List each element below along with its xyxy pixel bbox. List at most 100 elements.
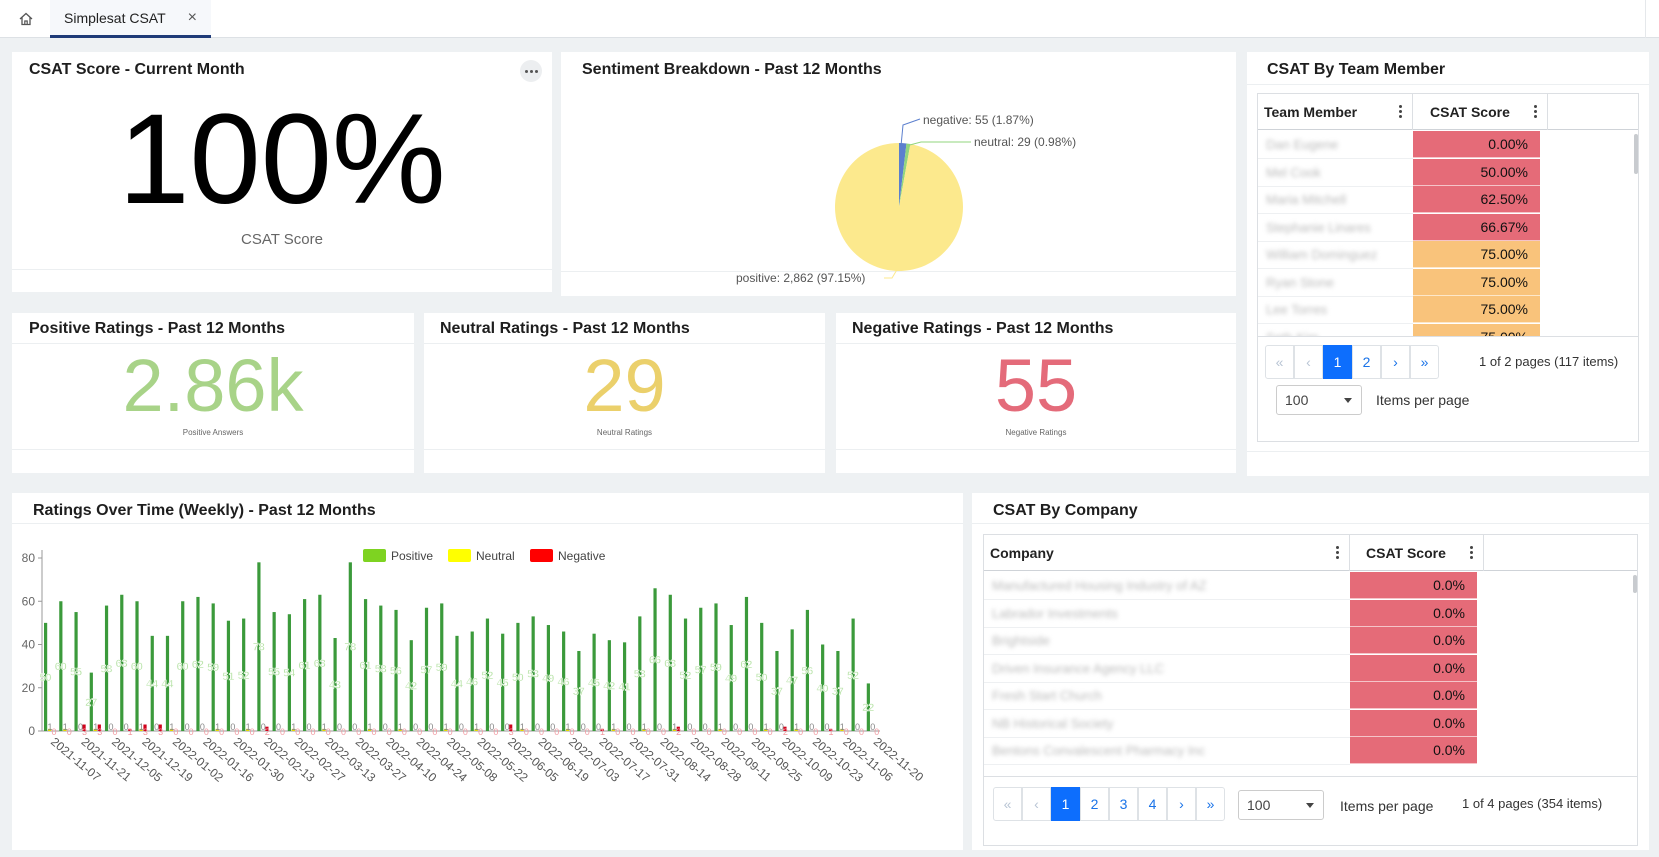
bar-positive[interactable] bbox=[104, 605, 109, 731]
bar-positive[interactable] bbox=[440, 603, 444, 731]
column-menu-icon[interactable] bbox=[1534, 105, 1537, 118]
bar-neutral[interactable] bbox=[840, 728, 844, 731]
bar-positive[interactable] bbox=[318, 594, 322, 731]
table-row[interactable]: Mel Cook 50.00% bbox=[1258, 158, 1634, 187]
table-row[interactable]: Manufactured Housing Industry of AZ 0.0% bbox=[984, 572, 1633, 600]
bar-neutral[interactable] bbox=[718, 728, 722, 731]
bar-positive[interactable] bbox=[211, 603, 215, 731]
tab-simplesat-csat[interactable]: Simplesat CSAT × bbox=[50, 0, 211, 38]
previous-page-button[interactable]: ‹ bbox=[1294, 345, 1323, 379]
bar-neutral[interactable] bbox=[672, 728, 676, 731]
bar-neutral[interactable] bbox=[764, 728, 768, 731]
positive-slice[interactable] bbox=[834, 143, 963, 271]
bar-positive[interactable] bbox=[760, 622, 764, 731]
page-1-button[interactable]: 1 bbox=[1051, 787, 1080, 821]
table-row[interactable]: Brightside 0.0% bbox=[984, 627, 1633, 655]
bar-neutral[interactable] bbox=[474, 728, 478, 731]
bar-positive[interactable] bbox=[257, 562, 261, 731]
table-row[interactable]: Maria Mitchell 62.50% bbox=[1258, 186, 1634, 214]
bar-negative[interactable] bbox=[158, 724, 162, 731]
bar-positive[interactable] bbox=[226, 620, 231, 731]
bar-positive[interactable] bbox=[714, 603, 718, 731]
bar-positive[interactable] bbox=[363, 599, 368, 731]
column-header-csat-score[interactable]: CSAT Score bbox=[1350, 535, 1484, 571]
tab-scroll-handle[interactable] bbox=[1645, 0, 1659, 38]
table-row[interactable]: Dan Eugene 0.00% bbox=[1258, 131, 1634, 159]
bar-negative[interactable] bbox=[82, 724, 86, 731]
bar-positive[interactable] bbox=[821, 644, 825, 732]
bar-positive[interactable] bbox=[546, 625, 550, 731]
bar-positive[interactable] bbox=[470, 631, 474, 731]
bar-positive[interactable] bbox=[699, 607, 703, 731]
bar-positive[interactable] bbox=[851, 618, 855, 731]
bar-neutral[interactable] bbox=[398, 728, 402, 731]
bar-neutral[interactable] bbox=[139, 728, 143, 731]
bar-neutral[interactable] bbox=[566, 728, 570, 731]
bar-positive[interactable] bbox=[866, 683, 870, 731]
bar-positive[interactable] bbox=[196, 596, 200, 731]
bar-positive[interactable] bbox=[607, 640, 611, 731]
bar-positive[interactable] bbox=[59, 601, 63, 731]
bar-positive[interactable] bbox=[409, 640, 413, 731]
column-menu-icon[interactable] bbox=[1336, 546, 1339, 559]
table-row[interactable]: William Dominguez 75.00% bbox=[1258, 241, 1634, 269]
bar-positive[interactable] bbox=[181, 601, 185, 731]
bar-positive[interactable] bbox=[668, 594, 672, 731]
bar-neutral[interactable] bbox=[291, 728, 295, 731]
bar-negative[interactable] bbox=[600, 728, 604, 731]
bar-positive[interactable] bbox=[653, 588, 657, 731]
items-per-page-select[interactable]: 100 bbox=[1276, 385, 1362, 415]
bar-positive[interactable] bbox=[394, 609, 398, 731]
page-3-button[interactable]: 3 bbox=[1109, 787, 1138, 821]
bar-positive[interactable] bbox=[592, 633, 596, 731]
bar-negative[interactable] bbox=[128, 728, 132, 731]
page-2-button[interactable]: 2 bbox=[1352, 345, 1381, 379]
bar-positive[interactable] bbox=[836, 650, 840, 731]
bar-negative[interactable] bbox=[676, 726, 680, 731]
bar-neutral[interactable] bbox=[215, 728, 219, 731]
bar-neutral[interactable] bbox=[322, 728, 326, 731]
bar-neutral[interactable] bbox=[63, 728, 67, 731]
bar-neutral[interactable] bbox=[246, 728, 250, 731]
bar-positive[interactable] bbox=[44, 622, 48, 731]
bar-positive[interactable] bbox=[577, 650, 581, 731]
bar-positive[interactable] bbox=[120, 594, 124, 731]
neutral-slice[interactable] bbox=[899, 143, 911, 207]
bar-positive[interactable] bbox=[638, 616, 642, 731]
bar-neutral[interactable] bbox=[611, 728, 615, 731]
column-menu-icon[interactable] bbox=[1399, 105, 1402, 118]
table-row[interactable]: Stephanie Linares 66.67% bbox=[1258, 213, 1634, 242]
bar-positive[interactable] bbox=[165, 635, 170, 731]
column-menu-icon[interactable] bbox=[1470, 546, 1473, 559]
table-row[interactable]: NB Historical Society 0.0% bbox=[984, 709, 1633, 738]
first-page-button[interactable]: « bbox=[1265, 345, 1294, 379]
home-button[interactable] bbox=[8, 6, 44, 32]
bar-neutral[interactable] bbox=[444, 728, 448, 731]
bar-positive[interactable] bbox=[622, 642, 627, 731]
previous-page-button[interactable]: ‹ bbox=[1022, 787, 1051, 821]
bar-negative[interactable] bbox=[829, 728, 833, 731]
bar-neutral[interactable] bbox=[367, 728, 372, 731]
bar-negative[interactable] bbox=[143, 724, 147, 731]
vertical-scrollbar[interactable] bbox=[1633, 575, 1637, 593]
bar-positive[interactable] bbox=[89, 672, 93, 731]
bar-positive[interactable] bbox=[790, 629, 794, 731]
page-2-button[interactable]: 2 bbox=[1080, 787, 1109, 821]
table-row[interactable]: Fresh Start Church 0.0% bbox=[984, 682, 1633, 710]
bar-positive[interactable] bbox=[744, 596, 749, 731]
last-page-button[interactable]: » bbox=[1410, 345, 1439, 379]
bar-positive[interactable] bbox=[683, 618, 688, 731]
column-header-company[interactable]: Company bbox=[984, 535, 1350, 571]
bar-negative[interactable] bbox=[265, 726, 269, 731]
bar-positive[interactable] bbox=[272, 612, 276, 731]
column-header-csat-score[interactable]: CSAT Score bbox=[1413, 94, 1548, 130]
next-page-button[interactable]: › bbox=[1167, 787, 1196, 821]
negative-slice[interactable] bbox=[899, 143, 907, 207]
table-row[interactable]: Driven Insurance Agency LLC 0.0% bbox=[984, 654, 1633, 683]
table-row[interactable]: Ryan Stone 75.00% bbox=[1258, 268, 1634, 297]
last-page-button[interactable]: » bbox=[1196, 787, 1225, 821]
table-row[interactable]: Bentons Convalescent Pharmacy Inc 0.0% bbox=[984, 737, 1633, 765]
bar-neutral[interactable] bbox=[93, 728, 97, 731]
items-per-page-select[interactable]: 100 bbox=[1238, 790, 1324, 820]
more-options-button[interactable] bbox=[520, 60, 542, 82]
